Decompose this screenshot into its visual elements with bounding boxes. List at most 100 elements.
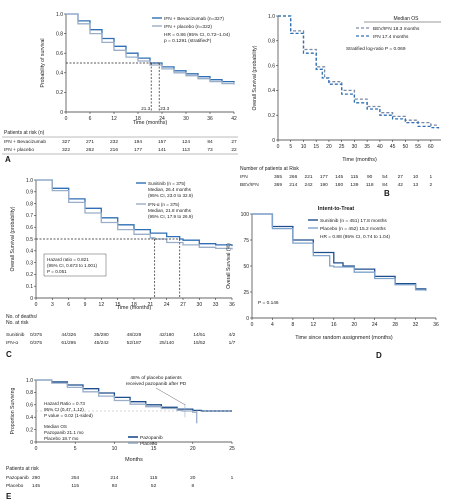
panel-b-y-tick-label: 0.2 [268,113,275,119]
panel-b-y-tick-label: 0.8 [268,39,275,45]
panel-c-legend-line-1-1: Sunitinib (n = 375) [148,181,186,186]
panel-c-x-tick-label: 6 [67,302,70,308]
panel-a-risk-value: 262 [86,147,94,153]
panel-d-y-tick-label: 100 [241,212,250,218]
panel-b-y-tick-label: 0.6 [268,63,275,69]
panel-d-x-tick-label: 36 [433,322,439,328]
panel-b-legend-label-2: IFN 17.4 months [373,34,409,40]
panel-c-risk-value: 0/375 [30,332,42,338]
panel-a-y-axis-label: Probability of survival [40,38,46,87]
panel-b-risk-value: 90 [367,174,373,180]
panel-e-label: E [6,492,12,500]
panel-e-x-tick-label: 5 [74,446,77,452]
panel-b-risk-value: 13 [413,182,419,188]
panel-b-x-tick-label: 40 [377,144,383,150]
panel-b-x-tick-label: 60 [428,144,434,150]
panel-b-x-tick-label: 55 [415,144,421,150]
panel-e-risk-value: 93 [112,483,118,489]
panel-e-risk-value: 8 [191,483,194,489]
panel-b-risk-value: 10 [413,174,419,180]
panel-d-p-text: P = 0.146 [258,300,279,306]
panel-e-y-tick-label: 0 [30,440,33,446]
panel-c-y-tick-label: 0.1 [26,284,33,290]
panel-d-x-tick-label: 28 [392,322,398,328]
panel-b-risk-value: 221 [305,174,313,180]
panel-c-y-tick-label: 0.6 [26,225,33,231]
panel-c-y-tick-label: 0 [30,296,33,302]
panel-d-hr-text: HR = 0.88 (95% CI, 0.74 to 1.04) [320,234,390,240]
panel-a-risk-value: 113 [182,147,190,153]
panel-b-risk-value: 118 [366,182,374,188]
panel-c-series-1-line [36,179,233,247]
panel-e-risk-title-1: Patients at risk [6,466,39,472]
panel-a-legend-label-1: IFN + Bevacizumab (n=327) [164,16,224,22]
panel-d-y-tick-label: 50 [243,264,249,270]
panel-c-risk-title-2: No. at risk [6,320,29,326]
panel-a-p-text: p = 0.1291 (stratified*) [164,38,212,44]
panel-d-series-2-line [252,213,427,291]
panel-e-note-line-1: 48% of placebo patients [130,375,182,381]
panel-c-risk-title-1: No. of deaths/ [6,314,38,320]
panel-a-risk-title-1: Patients at risk (n) [4,130,45,136]
panel-a-hr-text: HR = 0.86 (95% CI, 0.72–1.04) [164,32,230,38]
panel-a-y-tick-label: 0.2 [56,90,63,96]
panel-b-x-tick-label: 35 [364,144,370,150]
panel-a-legend-label-2: IFN + placebo (n=322) [164,24,212,30]
panel-a-risk-value: 141 [158,147,166,153]
panel-c-x-tick-label: 18 [131,302,137,308]
panel-e-hr-line-1: Hazard Ratio = 0.73 [44,401,85,406]
panel-c-legend-line-2-3: (95% CI, 17.9 to 26.9) [148,214,193,219]
panel-d-y-tick-label: 0 [246,316,249,322]
panel-d-x-tick-label: 4 [271,322,274,328]
panel-c-x-tick-label: 36 [229,302,235,308]
panel-b-series-1-line [278,15,439,126]
panel-c-y-tick-label: 0.5 [26,237,33,243]
panel-c-x-tick-label: 21 [148,302,154,308]
panel-a-series-2-line [66,13,235,85]
panel-e-x-tick-label: 20 [190,446,196,452]
panel-e-risk-value: 145 [32,483,40,489]
panel-c-y-tick-label: 0.3 [26,260,33,266]
panel-c-legend-line-2-2: Median, 21.8 months [148,208,192,213]
panel-d-y-tick-label: 75 [243,238,249,244]
panel-a-x-tick-label: 30 [183,116,189,122]
panel-b-y-tick-label: 1.0 [268,14,275,20]
panel-a-x-tick-label: 6 [89,116,92,122]
panel-b-x-tick-label: 10 [301,144,307,150]
panel-a-label: A [5,155,11,164]
panel-a-x-axis-label: Time (months) [133,120,168,126]
panel-c-risk-value: 61/295 [61,340,76,346]
panel-a-risk-value: 22 [231,147,237,153]
panel-b-risk-value: 369 [274,182,282,188]
panel-e-x-axis-label: Months [125,457,143,463]
panel-c-risk-value: 44/326 [61,332,76,338]
panel-b-y-axis-label: Overall Survival (probability) [252,45,258,110]
panel-c-series-2-line [36,179,233,250]
panel-d-x-tick-label: 12 [311,322,317,328]
panel-d-x-tick-label: 32 [413,322,419,328]
panel-c-risk-label-2: IFN-α [6,340,18,346]
panel-c-x-tick-label: 12 [99,302,105,308]
panel-a-y-tick-label: 0.4 [56,71,63,77]
panel-c-x-tick-label: 9 [84,302,87,308]
panel-e-risk-value: 214 [110,475,118,481]
panel-a-median-label-2: 23.3 [160,106,169,111]
panel-c-y-tick-label: 0.9 [26,190,33,196]
panel-b-p-text: Stratified log-ratio P = 0.069 [346,46,406,52]
panel-a-risk-value: 232 [110,139,118,145]
panel-b-risk-value: 2 [429,182,432,188]
panel-b-y-tick-label: 0 [272,138,275,144]
panel-a-y-tick-label: 0.6 [56,51,63,57]
panel-a-y-tick-label: 0 [60,110,63,116]
panel-b-x-tick-label: 30 [352,144,358,150]
panel-e-y-axis-label: Proportion Surviving [10,388,16,435]
panel-c-risk-label-1: Sunitinib [6,332,25,338]
panel-b-risk-label-1: IFN [240,174,248,180]
panel-a-median-label-1: 21.3 [141,106,150,111]
panel-c-x-tick-label: 15 [115,302,121,308]
panel-c-risk-value: 42/180 [159,332,174,338]
panel-c-risk-value: 25/140 [159,340,174,346]
panel-d-legend-label-1: Sunitinib (n = 451) 17.8 months [320,218,387,224]
panel-e-y-tick-label: 0.6 [26,403,33,409]
panel-c-y-tick-label: 0.4 [26,249,33,255]
